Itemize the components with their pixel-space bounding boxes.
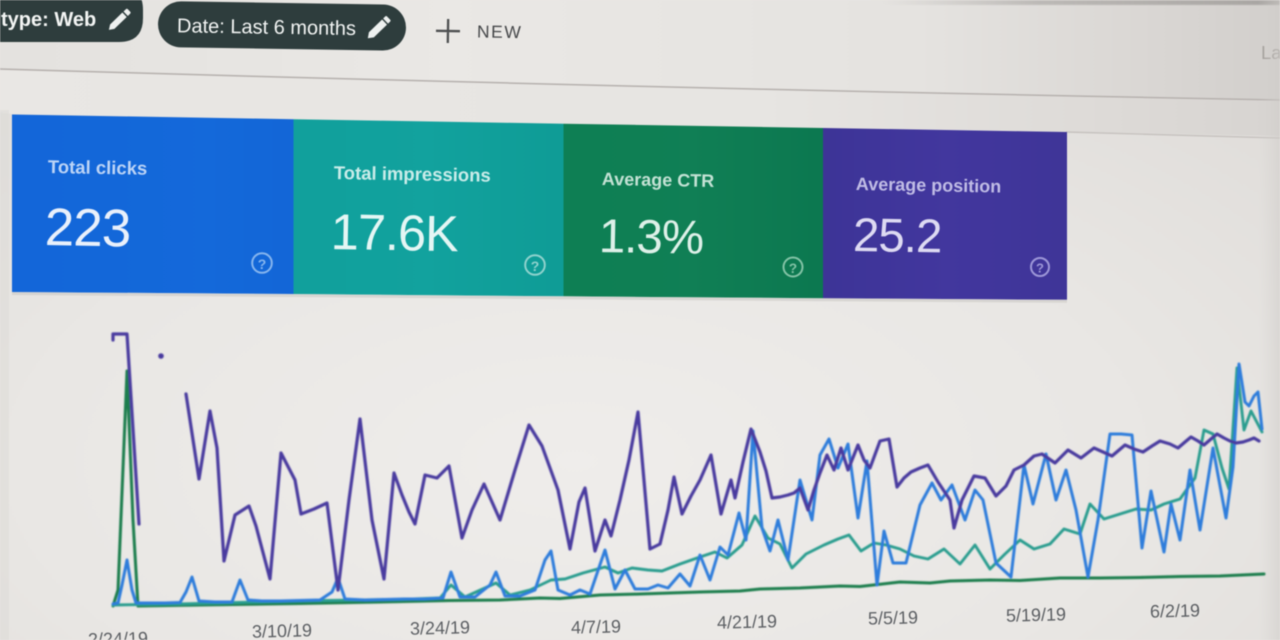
svg-text:Total clicks: Total clicks [48,156,148,179]
svg-text:3/10/19: 3/10/19 [252,620,313,640]
svg-text:Average CTR: Average CTR [602,169,715,191]
svg-text:4/7/19: 4/7/19 [571,616,622,637]
svg-text:3/24/19: 3/24/19 [410,617,471,639]
svg-text:1.3%: 1.3% [598,210,703,265]
svg-text:2/24/19: 2/24/19 [88,628,149,640]
svg-text:NEW: NEW [477,21,523,42]
svg-text:5/19/19: 5/19/19 [1006,604,1067,626]
svg-text:type: Web: type: Web [1,9,96,31]
svg-text:?: ? [1036,261,1044,276]
svg-text:Date: Last 6 months: Date: Last 6 months [177,15,356,40]
svg-text:?: ? [258,256,267,272]
svg-text:25.2: 25.2 [852,209,941,264]
svg-text:Total impressions: Total impressions [334,162,491,186]
svg-text:Average position: Average position [856,174,1002,197]
svg-text:5/5/19: 5/5/19 [868,607,919,628]
svg-text:17.6K: 17.6K [330,203,459,262]
svg-text:6/2/19: 6/2/19 [1150,600,1201,621]
svg-text:223: 223 [44,198,130,258]
svg-text:?: ? [789,261,797,276]
svg-text:?: ? [531,258,540,274]
svg-text:4/21/19: 4/21/19 [717,611,778,633]
